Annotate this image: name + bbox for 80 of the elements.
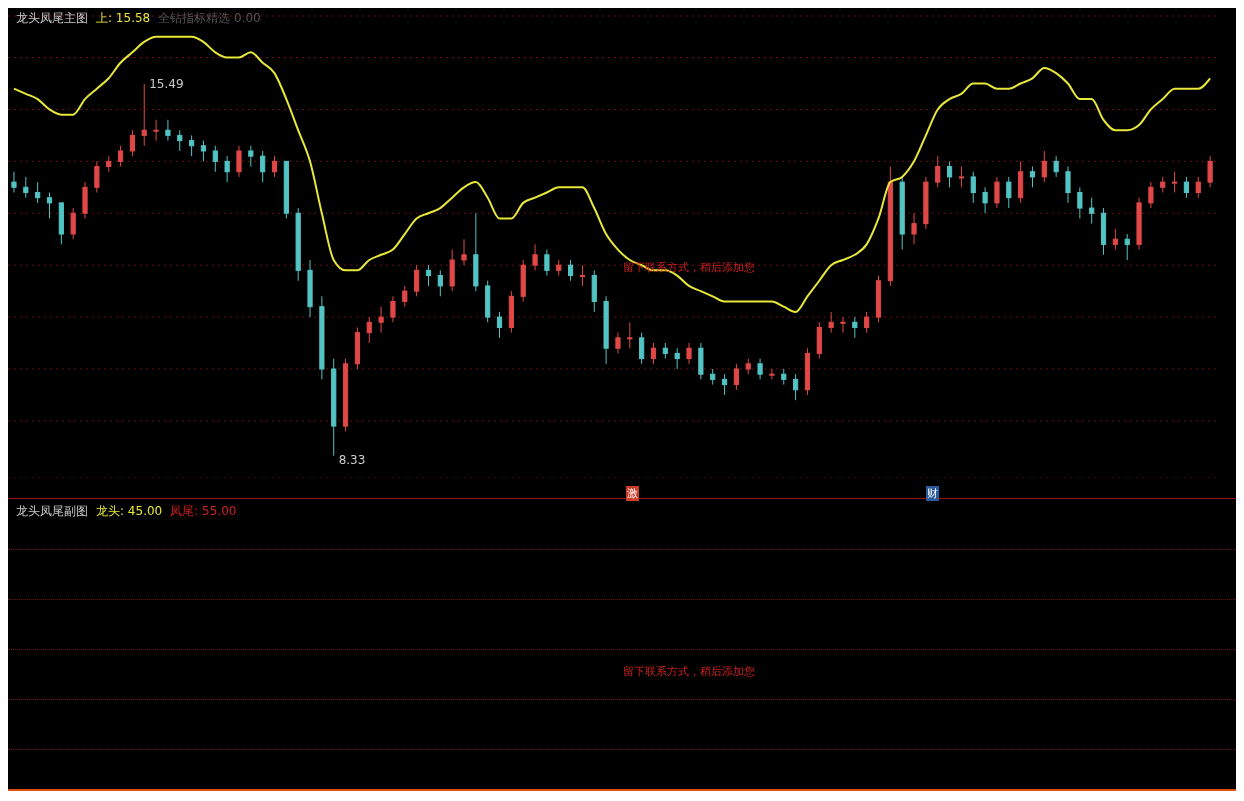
annotation: 上: 15.58	[96, 11, 151, 25]
candlestick	[1065, 166, 1071, 204]
candlestick	[1089, 197, 1095, 225]
candlestick	[200, 140, 207, 162]
candlestick	[402, 285, 408, 308]
candlestick	[378, 306, 384, 334]
candlestick	[721, 373, 728, 396]
candlestick	[153, 119, 159, 142]
candlestick	[1148, 181, 1154, 209]
candlestick	[70, 207, 76, 240]
candlestick	[1112, 228, 1118, 251]
candlestick	[189, 134, 195, 157]
candlestick	[650, 342, 657, 365]
candlestick	[567, 259, 574, 282]
candlestick	[46, 191, 53, 219]
candlestick	[852, 316, 858, 339]
annotation: 15.49	[149, 77, 184, 92]
candlestick	[970, 171, 976, 204]
candlestick	[769, 368, 775, 380]
candlestick	[23, 176, 29, 199]
candlestick	[686, 342, 692, 365]
candlestick	[733, 363, 739, 391]
candlestick	[212, 145, 218, 173]
candlestick	[461, 238, 467, 266]
candlestick	[425, 264, 432, 287]
candlestick	[11, 171, 17, 193]
candlestick	[1124, 233, 1130, 261]
candlestick	[1195, 176, 1201, 199]
text: 龙头凤尾副图	[16, 504, 88, 518]
candlestick	[117, 145, 124, 168]
candlestick	[366, 316, 372, 344]
text: 财	[926, 486, 939, 501]
text: 留下联系方式，稍后添加您	[623, 664, 755, 679]
candlestick	[1053, 155, 1059, 178]
candlestick	[674, 347, 680, 370]
candlestick	[1006, 176, 1012, 209]
candlestick	[260, 150, 266, 183]
text: 龙头: 45.00	[96, 504, 163, 518]
candlestick	[1207, 155, 1213, 188]
candlestick	[982, 186, 988, 214]
candlestick	[532, 243, 538, 271]
candlestick	[615, 332, 621, 354]
candlestick	[1077, 186, 1083, 219]
candlestick	[639, 332, 645, 365]
candlestick	[248, 145, 254, 168]
candlestick	[840, 316, 846, 334]
candlestick	[958, 166, 965, 188]
candlestick	[129, 129, 135, 157]
candlestick	[864, 311, 870, 334]
candlestick	[165, 119, 171, 142]
chart-title: 龙头凤尾主图	[16, 11, 88, 25]
candlestick	[496, 311, 503, 339]
candlestick	[935, 155, 941, 188]
text: 凤尾: 55.00	[170, 504, 237, 518]
candlestick	[224, 155, 230, 183]
candlestick	[757, 358, 763, 380]
candlestick	[94, 160, 100, 193]
text: 激	[626, 486, 639, 501]
candlestick	[414, 264, 420, 297]
candlestick	[390, 295, 396, 323]
candlestick	[1041, 150, 1047, 183]
candlestick	[793, 373, 799, 401]
candlestick	[627, 321, 633, 349]
candlestick	[35, 181, 41, 204]
candlestick	[544, 249, 550, 277]
candlestick	[236, 145, 242, 178]
candlestick	[1171, 171, 1178, 193]
candlestick	[994, 176, 1000, 209]
annotation: 全钻指标精选 0.00	[158, 11, 261, 25]
candlestick	[177, 129, 183, 152]
candlestick	[271, 155, 278, 178]
candlestick	[1183, 176, 1190, 199]
candlestick	[911, 212, 917, 245]
candlestick	[1029, 166, 1036, 188]
annotation: 8.33	[338, 452, 366, 467]
candlestick	[828, 311, 834, 334]
candlestick	[579, 264, 586, 287]
candlestick	[437, 269, 443, 297]
candlestick	[141, 83, 147, 147]
candlestick	[946, 160, 953, 188]
